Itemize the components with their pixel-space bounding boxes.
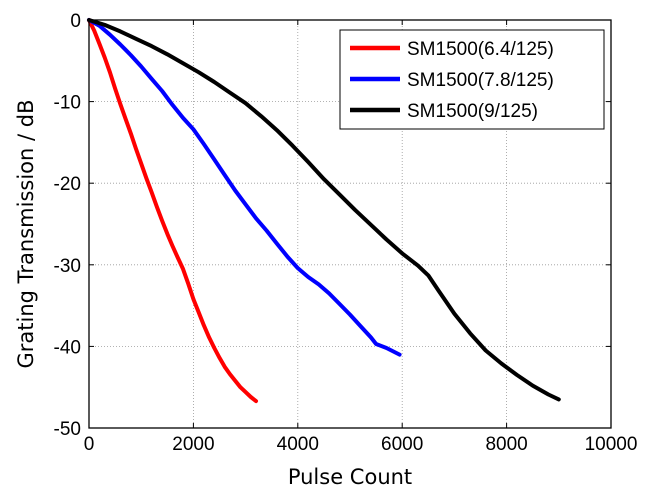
series-line	[87, 18, 561, 402]
x-tick-label: 0	[84, 434, 95, 455]
series-line	[87, 18, 402, 357]
series-lines	[87, 18, 561, 404]
x-tick-label: 10000	[585, 434, 638, 455]
x-axis-title: Pulse Count	[288, 465, 412, 489]
x-tick-label: 4000	[277, 434, 319, 455]
plot-area-frame	[88, 19, 612, 429]
x-tick-label: 6000	[381, 434, 423, 455]
y-tick-label: -30	[54, 256, 81, 277]
x-tick-label: 8000	[485, 434, 527, 455]
y-tick-label: 0	[70, 11, 81, 32]
y-axis-title: Grating Transmission / dB	[14, 100, 38, 369]
x-tick-label: 2000	[172, 434, 214, 455]
y-tick-label: -40	[54, 337, 81, 358]
y-tick-label: -50	[54, 419, 81, 440]
legend-label: SM1500(6.4/125)	[407, 39, 554, 60]
legend: SM1500(6.4/125) SM1500(7.8/125) SM1500(9/1…	[339, 29, 605, 130]
series-line	[87, 18, 258, 404]
axis-ticks: 0 2000 4000 6000 8000 10000 0 -10 -20 -30 -40 -50	[54, 11, 638, 455]
legend-label: SM1500(9/125)	[407, 101, 538, 122]
y-tick-label: -20	[54, 174, 81, 195]
y-tick-label: -10	[54, 93, 81, 114]
legend-label: SM1500(7.8/125)	[407, 70, 554, 91]
